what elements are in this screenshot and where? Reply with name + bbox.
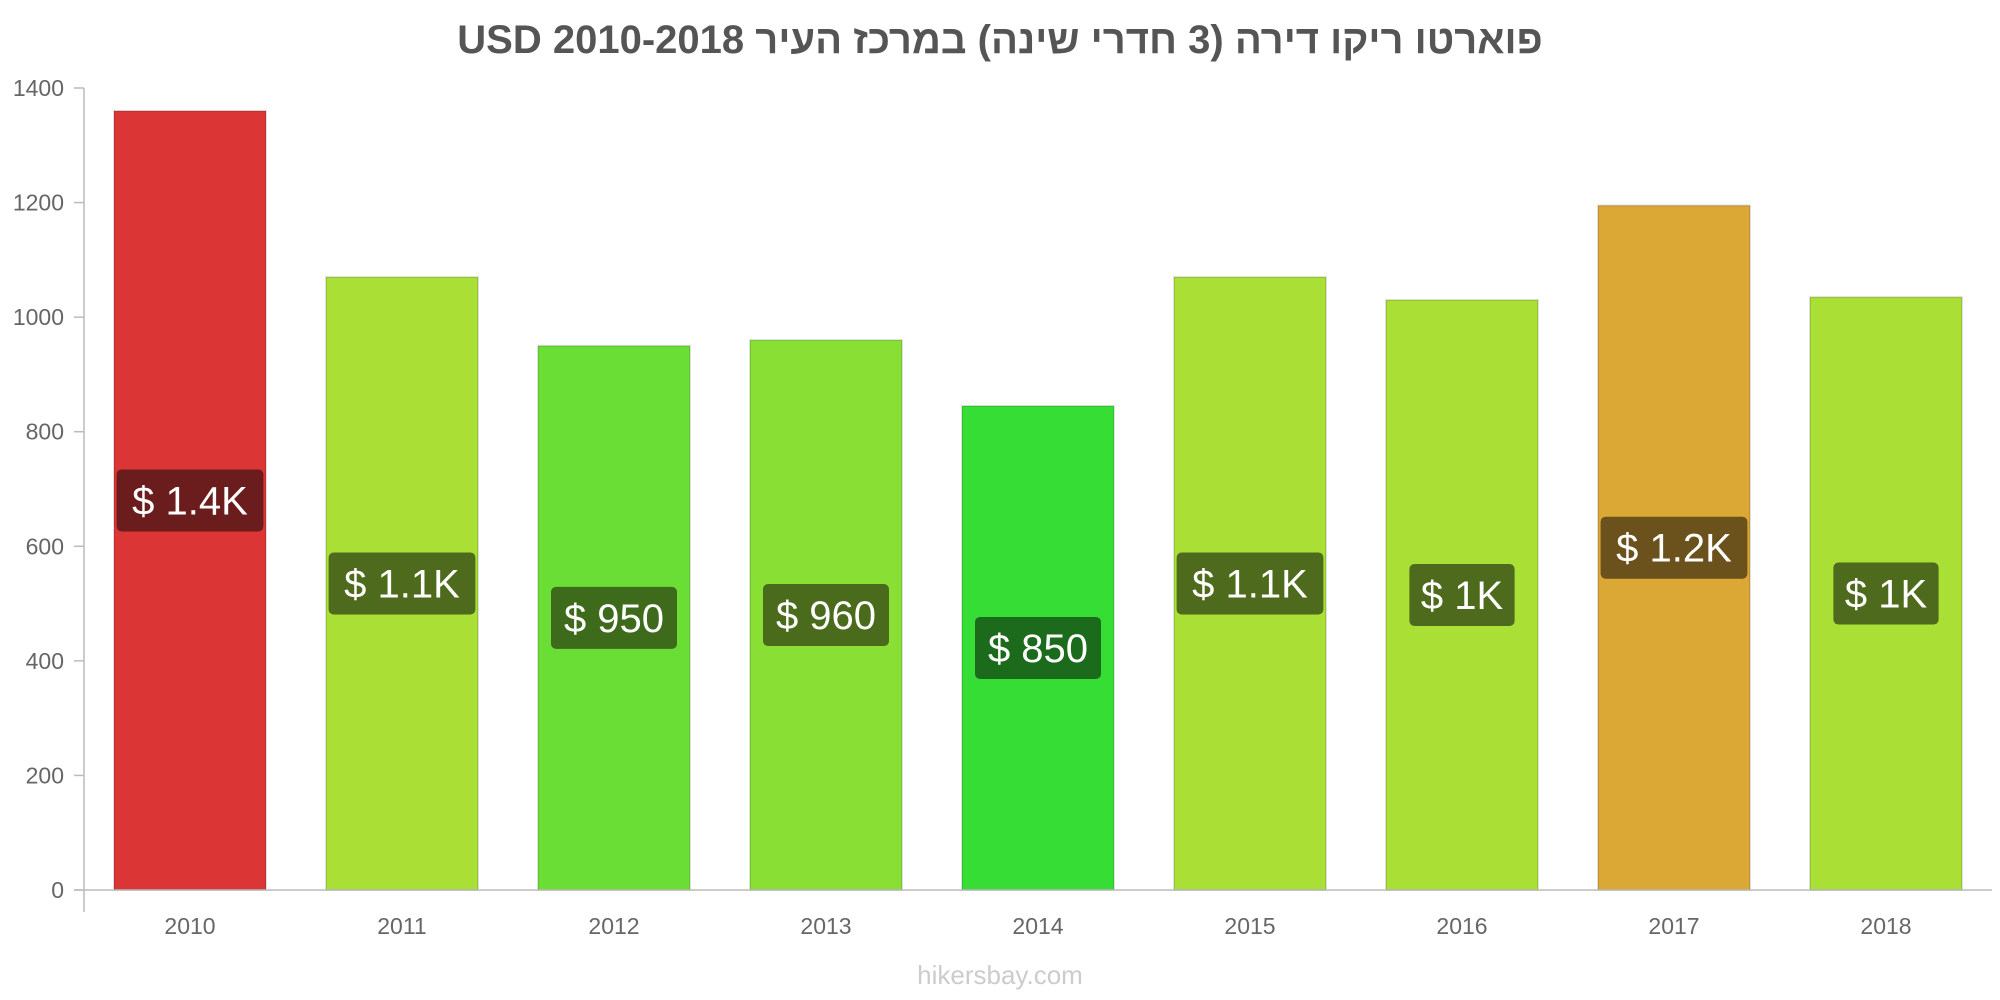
data-label: $ 1.1K: [344, 563, 460, 607]
data-label: $ 950: [564, 597, 664, 641]
data-label-box: [1600, 516, 1748, 579]
y-tick-label: 200: [26, 762, 64, 788]
data-label-box: [116, 469, 264, 532]
data-label: $ 960: [776, 594, 876, 638]
bars-layer: [113, 109, 1963, 892]
axes-layer: 0 200 400 600 800 1000 1200 1400 2010 2011 2012 201…: [13, 75, 1992, 939]
x-tick-label: 2014: [1012, 913, 1063, 939]
data-label: $ 1K: [1845, 573, 1928, 617]
y-tick-label: 1400: [13, 75, 64, 101]
data-label: $ 1.1K: [1192, 563, 1308, 607]
x-tick-label: 2018: [1860, 913, 1911, 939]
x-tick-label: 2016: [1436, 913, 1487, 939]
x-tick-label: 2012: [588, 913, 639, 939]
data-label-box: [328, 552, 476, 615]
y-tick-label: 1200: [13, 190, 64, 216]
y-tick-label: 600: [26, 533, 64, 559]
x-tick-label: 2010: [164, 913, 215, 939]
x-tick-label: 2011: [377, 913, 426, 939]
data-label: $ 1.4K: [132, 479, 248, 523]
x-tick-label: 2017: [1648, 913, 1699, 939]
data-label-box: [1833, 562, 1939, 625]
data-label-box: [1176, 552, 1324, 615]
data-label: $ 1K: [1421, 574, 1504, 618]
x-tick-label: 2015: [1224, 913, 1275, 939]
data-label-box: [1409, 563, 1515, 626]
y-tick-label: 800: [26, 419, 64, 445]
data-label: $ 1.2K: [1616, 527, 1732, 571]
x-tick-label: 2013: [800, 913, 851, 939]
data-label-box: [551, 586, 677, 649]
data-label-box: [975, 616, 1101, 679]
watermark: hikersbay.com: [917, 960, 1083, 990]
data-label: $ 850: [988, 627, 1088, 671]
y-tick-label: 400: [26, 648, 64, 674]
data-labels-layer: $ 1.4K $ 1.1K $ 950 $ 960 $ 850 $ 1.1K $ 1K $ 1…: [116, 469, 1939, 679]
y-tick-label: 0: [51, 877, 64, 903]
y-tick-label: 1000: [13, 304, 64, 330]
data-label-box: [763, 584, 889, 647]
chart-title: פוארטו ריקו דירה (3 חדרי שינה) במרכז העי…: [457, 18, 1543, 62]
